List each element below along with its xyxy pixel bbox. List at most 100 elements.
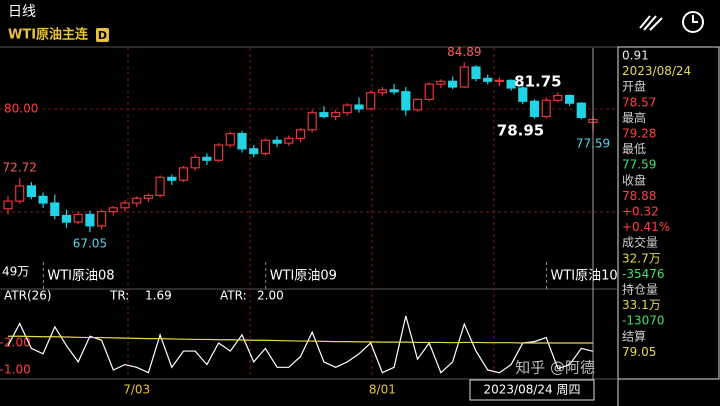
annotation: 72.72 <box>3 161 37 175</box>
contract-label: WTI原油09 <box>270 269 337 284</box>
annotation: 84.89 <box>447 45 481 59</box>
candle-body <box>190 156 200 169</box>
draw-icon[interactable] <box>639 15 663 31</box>
candle-body <box>120 202 130 209</box>
info-item: 33.1万 <box>622 298 661 312</box>
annotation: 78.95 <box>497 121 544 139</box>
cursor-date: 2023/08/24 周四 <box>484 383 581 397</box>
candle-body <box>295 129 306 139</box>
candle-body <box>424 83 434 100</box>
clock-hands <box>692 15 698 23</box>
candle-body <box>483 77 493 82</box>
candle-body <box>494 79 504 82</box>
annotation: 67.05 <box>73 237 107 251</box>
symbol: WTI原油主连 <box>8 27 89 43</box>
candle-body <box>38 195 48 204</box>
contract-label: WTI原油08 <box>47 269 114 284</box>
info-item: 成交量 <box>622 235 658 250</box>
candle-body <box>506 79 516 89</box>
candle-body <box>529 100 540 118</box>
info-item: 最高 <box>622 110 646 125</box>
candle-body <box>15 185 25 202</box>
info-item: 78.57 <box>622 95 656 109</box>
info-item: 收盘 <box>622 172 646 187</box>
candle-body <box>553 94 563 101</box>
candle-body <box>401 91 411 111</box>
cursor-box <box>469 379 595 401</box>
info-item: -35476 <box>622 267 665 281</box>
candle-body <box>576 102 586 119</box>
candle-body <box>3 200 13 210</box>
candle-body <box>272 139 282 144</box>
toolbar-icons[interactable] <box>639 11 704 33</box>
candle-body <box>167 176 177 181</box>
candle-body <box>366 92 376 110</box>
candle-body <box>249 148 259 155</box>
info-item: 79.28 <box>622 127 656 141</box>
candle-body <box>389 89 399 93</box>
candle-body <box>61 214 72 223</box>
candle-body <box>377 89 387 94</box>
contract-label: WTI原油10 <box>551 269 618 284</box>
period: 日线 <box>8 4 36 20</box>
candle-body <box>331 112 341 118</box>
candle-body <box>237 133 247 150</box>
info-item: 32.7万 <box>622 251 661 265</box>
y-tick-label: 80.00 <box>4 101 38 115</box>
candle-body <box>143 194 153 199</box>
candle-body <box>307 112 317 131</box>
info-item: -13070 <box>622 314 665 328</box>
candle-body <box>50 202 60 216</box>
candle-body <box>354 104 364 110</box>
info-item: 最低 <box>622 142 646 156</box>
candle-body <box>85 213 95 227</box>
y-tick-label: 1.00 <box>4 363 31 377</box>
candle-body <box>214 144 224 161</box>
legend-value: 1.69 <box>145 289 172 303</box>
info-item: 持仓量 <box>622 282 658 297</box>
y-tick-label: 2.00 <box>4 335 31 349</box>
indicator-line <box>8 335 593 344</box>
candle-body <box>342 104 352 114</box>
volume-mark: 49万 <box>2 265 29 279</box>
candle-body <box>412 98 423 111</box>
candle-body <box>178 167 189 181</box>
candle-body <box>518 87 528 102</box>
legend-name: ATR: <box>220 289 247 303</box>
candle-body <box>26 185 36 197</box>
info-item: 77.59 <box>622 158 656 172</box>
candle-body <box>132 197 142 204</box>
info-item: +0.41% <box>622 220 670 234</box>
candle-body <box>260 139 270 155</box>
legend-name: TR: <box>109 289 129 303</box>
badge: D <box>98 29 107 42</box>
info-item: 2023/08/24 <box>622 64 691 78</box>
info-item: 结算 <box>622 328 646 343</box>
clock-icon[interactable] <box>682 11 704 33</box>
info-panel <box>617 46 720 380</box>
candle-body <box>225 133 235 146</box>
candle-body <box>541 99 551 118</box>
info-item: 开盘 <box>622 79 646 94</box>
indicator-title: ATR(26) <box>4 289 52 303</box>
candle-body <box>564 94 575 104</box>
candle-body <box>202 156 212 161</box>
info-item: 79.05 <box>622 345 656 359</box>
legend-value: 2.00 <box>257 289 284 303</box>
info-item: 0.91 <box>622 49 649 63</box>
candle-body <box>471 66 481 80</box>
candle-body <box>108 207 118 213</box>
candle-body <box>448 80 458 88</box>
candle-body <box>436 80 446 85</box>
candle-body <box>319 112 329 118</box>
annotation: 81.75 <box>514 73 561 91</box>
candle-body <box>73 213 83 223</box>
candle-body <box>96 210 107 227</box>
x-tick-label: 8/01 <box>369 383 396 397</box>
candle-body <box>284 137 294 144</box>
candle-body <box>459 66 469 88</box>
badge-bg <box>96 28 109 42</box>
indicator-line <box>7 315 594 374</box>
x-tick-label: 7/03 <box>123 383 150 397</box>
